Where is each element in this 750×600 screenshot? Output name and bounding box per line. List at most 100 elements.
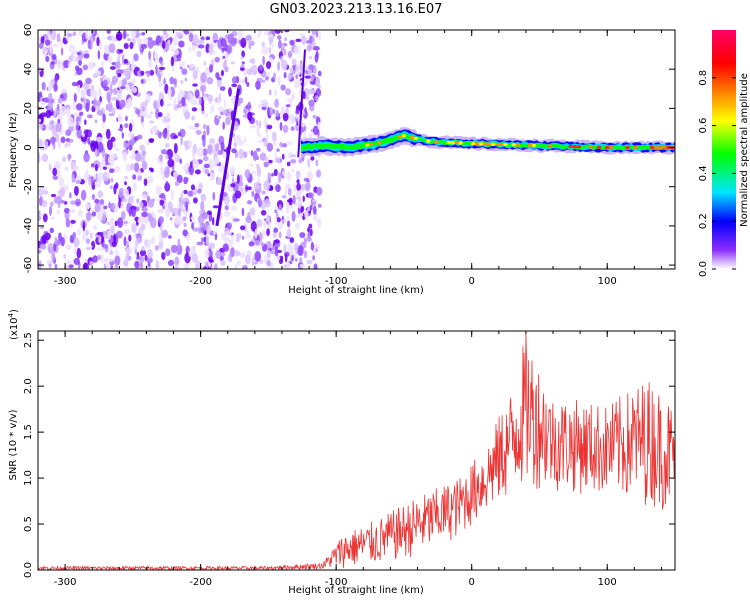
noise-speckle [287,98,291,103]
noise-speckle [226,44,233,54]
noise-speckle [109,168,115,174]
noise-speckle [218,93,222,103]
snr-x-axis: -300 -200 -100 0 100 [37,331,662,588]
noise-speckle [181,96,186,107]
noise-speckle [307,231,311,239]
noise-speckle [269,35,272,46]
noise-speckle [231,148,237,154]
ridge-peak [401,134,407,138]
noise-speckle [85,229,89,236]
spectrogram-frame [37,29,676,270]
noise-speckle [222,151,227,159]
y-tick-label: 0.5 [23,516,34,532]
noise-speckle [204,112,209,118]
noise-speckle [205,234,210,246]
noise-speckle [183,263,188,269]
ridge-peak [527,143,533,147]
noise-speckle [276,217,281,223]
noise-speckle [49,216,56,220]
noise-speckle [240,225,246,231]
noise-speckle [267,221,271,230]
noise-speckle [309,228,313,237]
noise-speckle [39,243,47,250]
noise-speckle [251,64,258,76]
noise-speckle [261,106,267,111]
noise-speckle [118,187,125,199]
noise-speckle [249,163,254,167]
colorbar-tick-label: 0.6 [698,118,709,134]
noise-speckle [85,30,89,40]
noise-speckle [173,78,177,85]
noise-speckle [162,128,168,139]
noise-speckle [114,250,119,256]
noise-speckle [209,250,213,258]
noise-speckle [295,170,301,180]
noise-speckle [60,236,65,247]
noise-speckle [208,43,214,55]
noise-speckle [177,238,181,250]
noise-speckle [261,190,266,195]
snr-y-label: SNR (10 * v/v) [8,409,19,480]
noise-speckle [89,245,93,249]
noise-speckle [290,93,296,101]
snr-frame [37,330,676,571]
ridge-peak [503,143,508,147]
noise-speckle [98,86,102,98]
noise-speckle [113,233,116,245]
noise-speckle [158,66,166,71]
noise-speckle [57,103,60,111]
noise-speckle [287,187,292,196]
noise-speckle [317,203,322,208]
ridge-peak [657,145,663,150]
noise-speckle [317,30,322,40]
noise-speckle [308,99,315,107]
noise-speckle [102,243,109,249]
noise-speckle [251,170,257,175]
noise-speckle [172,48,179,56]
noise-speckle [54,263,58,269]
colorbar-label: Normalized spectral amplitude [739,73,750,227]
noise-speckle [133,136,139,142]
noise-speckle [186,233,190,242]
noise-speckle [65,138,71,142]
noise-speckle [300,205,305,213]
noise-speckle [242,151,248,159]
noise-speckle [274,98,279,108]
ridge-peak [446,140,451,145]
noise-speckle [57,97,63,104]
noise-speckle [38,118,42,123]
noise-speckle [223,98,227,109]
noise-speckle [289,159,296,164]
noise-speckle [45,39,51,46]
noise-speckle [294,45,301,55]
noise-speckle [125,67,132,78]
noise-speckle [222,55,226,60]
noise-speckle [210,104,215,114]
noise-speckle [129,156,134,160]
noise-speckle [122,188,129,198]
noise-speckle [108,43,116,54]
noise-speckle [173,135,178,139]
ridge-peak [478,142,484,146]
noise-speckle [177,207,181,218]
noise-speckle [192,197,198,204]
noise-speckle [303,238,307,249]
noise-speckle [231,177,235,185]
noise-speckle [165,248,171,257]
noise-speckle [168,235,172,239]
noise-speckle [159,98,164,107]
noise-speckle [103,205,108,210]
y-tick-label: 40 [23,63,34,76]
noise-speckle [191,45,196,51]
noise-speckle [183,207,186,216]
noise-speckle [206,124,210,136]
noise-speckle [169,76,175,85]
noise-speckle [52,167,58,177]
ridge-peak [369,142,374,147]
noise-speckle [123,58,129,64]
ridge-peak [531,143,537,148]
noise-speckle [92,255,98,263]
noise-speckle [164,207,170,218]
noise-speckle [219,252,226,257]
